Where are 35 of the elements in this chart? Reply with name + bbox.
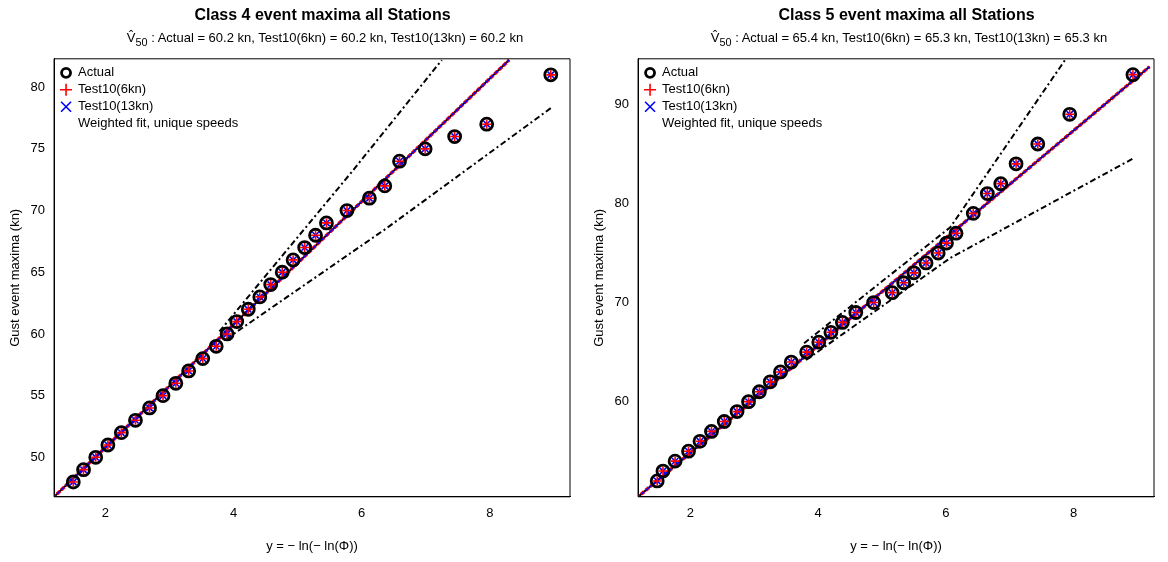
- x-tick-label: 8: [486, 505, 494, 521]
- chart-subtitle: V̂$_{50}$ : Actual = 60.2 kn, Test10(6kn) = 60.2 kn, Test10(13kn) = 60.2 kn: [125, 30, 525, 48]
- y-tick-label: 80: [30, 78, 46, 94]
- legend-label: Test10(6kn): [78, 81, 146, 97]
- x-tick-label: 4: [229, 505, 238, 521]
- legend-label: Test10(13kn): [662, 98, 738, 114]
- y-tick-label: 70: [614, 294, 630, 310]
- chart-subtitle: V̂$_{50}$ : Actual = 65.4 kn, Test10(6kn) = 65.3 kn, Test10(13kn) = 65.3 kn: [709, 30, 1109, 48]
- x-tick-label: 8: [1069, 505, 1078, 521]
- annotation: Weighted fit, unique speeds: [662, 115, 823, 131]
- legend-label: Test10(6kn): [662, 81, 730, 97]
- x-tick-label: 4: [814, 505, 822, 521]
- x-axis-title: y = − ln(− ln(Φ)): [850, 537, 942, 553]
- y-tick-label: 90: [614, 95, 630, 111]
- chart-title: Class 5 event maxima all Stations: [777, 6, 1036, 24]
- y-tick-label: 50: [30, 448, 46, 464]
- legend-label: Actual: [78, 64, 115, 80]
- y-axis-title: Gust event maxima (kn): [7, 208, 23, 347]
- y-tick-label: 70: [30, 202, 46, 218]
- y-tick-label: 80: [614, 195, 630, 211]
- y-tick-label: 65: [30, 263, 46, 279]
- x-tick-label: 2: [686, 505, 695, 521]
- y-tick-label: 60: [30, 325, 46, 341]
- legend-label: Test10(13kn): [78, 98, 154, 114]
- y-axis-title: Gust event maxima (kn): [591, 208, 607, 347]
- annotation: Weighted fit, unique speeds: [78, 115, 239, 131]
- legend-label: Actual: [662, 64, 699, 80]
- y-tick-label: 75: [30, 140, 46, 156]
- y-tick-label: 55: [30, 387, 46, 403]
- x-axis-title: y = − ln(− ln(Φ)): [266, 537, 358, 553]
- y-tick-label: 60: [614, 393, 630, 409]
- x-tick-label: 2: [101, 505, 109, 521]
- x-tick-label: 6: [942, 505, 950, 521]
- chart-title: Class 4 event maxima all Stations: [193, 6, 452, 24]
- x-tick-label: 6: [358, 505, 366, 521]
